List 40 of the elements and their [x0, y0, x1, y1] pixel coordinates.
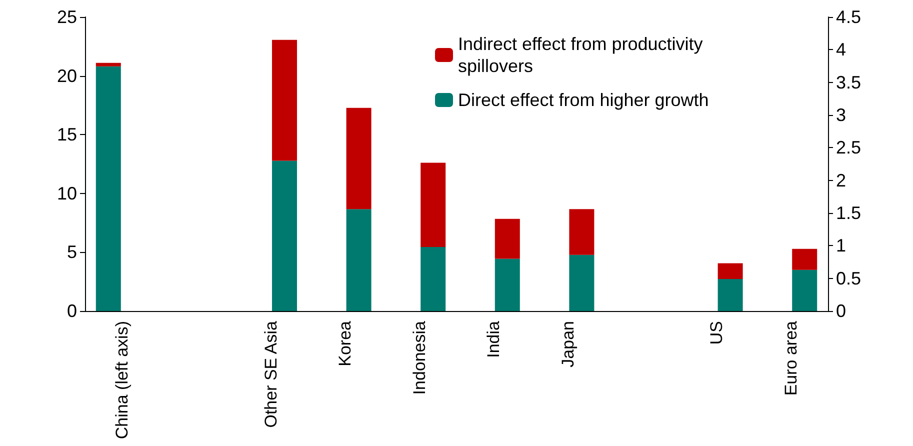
x-tick-label: Indonesia — [410, 320, 429, 395]
x-tick-label: China (left axis) — [112, 321, 132, 440]
x-tick-label: US — [707, 321, 726, 345]
y2-tick-label: 2 — [836, 170, 846, 190]
y2-tick-label: 4.5 — [836, 7, 862, 27]
bar — [272, 160, 297, 311]
y-tick-label: 10 — [56, 183, 77, 204]
y2-tick-label: 3.5 — [836, 72, 862, 92]
bar — [420, 246, 446, 311]
bar — [569, 209, 594, 255]
x-tick-label: Other SE Asia — [261, 320, 280, 428]
y2-tick-label: 1 — [836, 236, 846, 256]
bar — [792, 270, 818, 311]
bar — [346, 209, 372, 311]
bar — [718, 263, 743, 279]
x-tick-label: Korea — [336, 320, 355, 366]
bar — [272, 40, 297, 161]
y-tick-label: 25 — [56, 7, 77, 27]
legend-label: Direct effect from higher growth — [458, 90, 709, 110]
y2-tick-label: 4 — [836, 40, 846, 60]
y-tick-label: 0 — [66, 301, 77, 321]
bar — [569, 254, 594, 311]
y2-tick-label: 1.5 — [836, 203, 862, 223]
y-tick-label: 15 — [56, 124, 77, 145]
bar — [494, 218, 520, 259]
bar — [718, 278, 743, 311]
y-tick-label: 5 — [66, 242, 77, 262]
bar — [494, 258, 520, 311]
x-tick-label: India — [484, 320, 504, 358]
x-tick-label: Japan — [558, 321, 578, 368]
y-tick-label: 20 — [56, 66, 77, 86]
x-tick-label: Euro area — [781, 320, 800, 396]
legend-label: Indirect effect from productivity spillovers — [458, 34, 708, 76]
bar — [420, 162, 446, 247]
y2-tick-label: 3 — [836, 105, 846, 125]
bar — [346, 108, 372, 210]
y2-tick-label: 2.5 — [836, 138, 862, 158]
y2-tick-label: 0 — [836, 301, 846, 321]
y2-tick-label: 0.5 — [836, 268, 862, 288]
bar — [792, 248, 818, 270]
